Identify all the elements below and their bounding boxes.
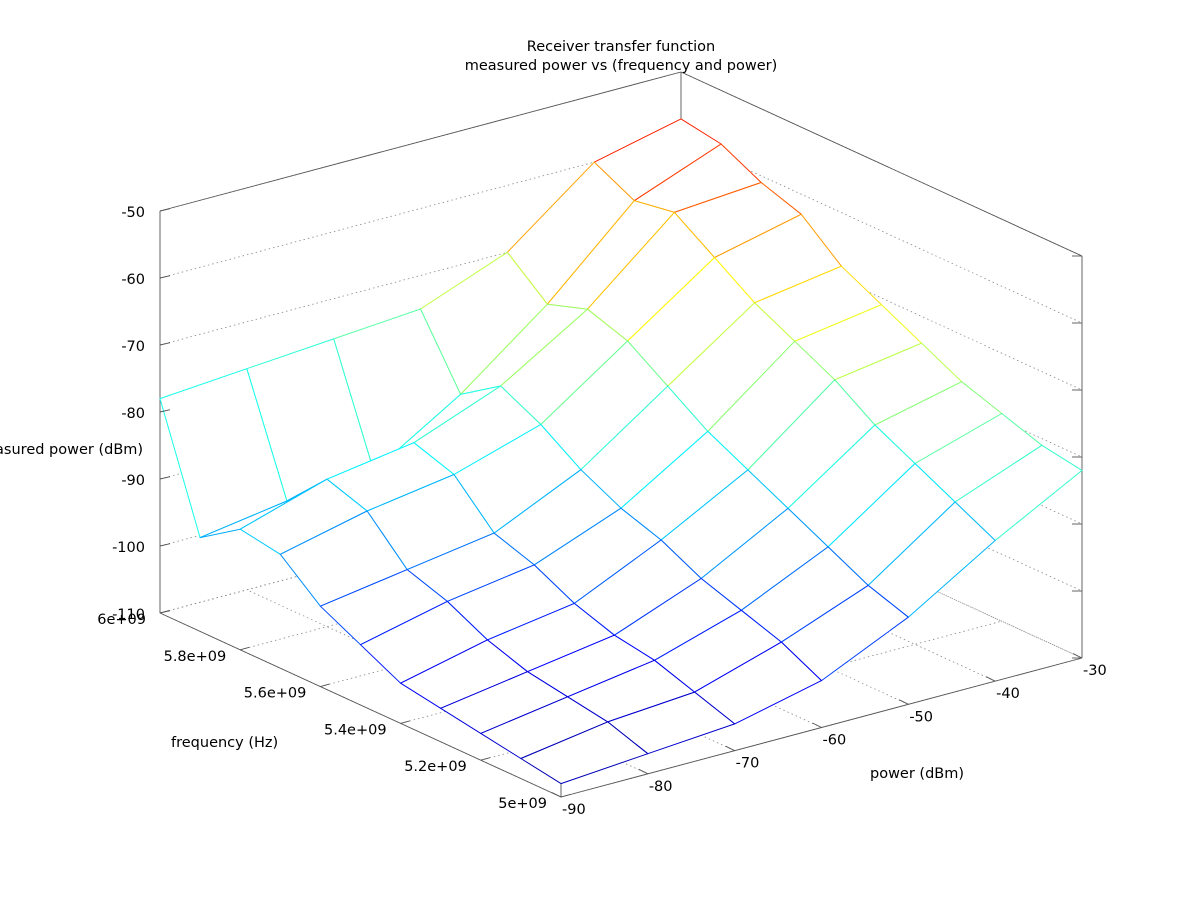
y-tick-label: 5.6e+09	[244, 686, 307, 702]
z-tick-mark	[159, 543, 171, 547]
z-tick-mark	[159, 409, 171, 413]
axis-line	[159, 612, 562, 798]
x-tick-label: -30	[1083, 663, 1107, 679]
y-tick-mark	[159, 610, 170, 614]
wall-grid-line	[159, 473, 1083, 659]
z-tick-label: -100	[112, 540, 145, 556]
x-tick-label: -60	[823, 733, 847, 749]
z-axis-label: measured power (dBm)	[0, 442, 143, 458]
x-tick-label: -90	[562, 802, 586, 818]
x-tick-mark	[551, 792, 562, 798]
y-tick-mark	[400, 720, 410, 724]
chart-title: Receiver transfer function	[527, 39, 715, 55]
z-tick-label: -70	[121, 339, 145, 355]
y-tick-label: 5.4e+09	[324, 722, 387, 738]
z-tick-label: -60	[121, 272, 145, 288]
z-tick-label: -80	[121, 406, 145, 422]
x-tick-mark	[725, 745, 735, 752]
axis-line	[159, 71, 682, 212]
x-tick-label: -40	[996, 686, 1020, 702]
z-tick-mark	[159, 342, 171, 346]
y-tick-mark	[320, 683, 330, 688]
tick-labels: -110 -100 -90 -80 -70 -60 -50 5e+09 5.2e+09 5.4e+…	[97, 205, 1106, 818]
surface-cell	[520, 721, 649, 785]
y-tick-mark	[560, 794, 571, 798]
x-tick-mark	[638, 768, 649, 775]
y-tick-label: 5e+09	[498, 796, 547, 812]
chart-subtitle: measured power vs (frequency and power)	[465, 58, 778, 74]
wall-grid-line	[159, 205, 1083, 391]
y-tick-mark	[240, 646, 250, 651]
z-tick-label: -110	[112, 607, 145, 623]
wall-grid-line	[159, 138, 1083, 324]
x-tick-label: -50	[909, 709, 933, 725]
x-tick-label: -70	[736, 756, 760, 772]
z-tick-mark	[159, 275, 171, 279]
x-axis-label: power (dBm)	[870, 766, 964, 782]
y-tick-label: 5.2e+09	[404, 759, 467, 775]
x-tick-mark	[985, 676, 996, 682]
z-tick-mark	[159, 476, 171, 480]
z-tick-label: -50	[121, 205, 145, 221]
z-tick-label: -90	[121, 473, 145, 489]
y-tick-label: 5.8e+09	[164, 649, 227, 665]
x-tick-mark	[899, 699, 909, 705]
axis-line	[680, 71, 1083, 257]
x-tick-mark	[812, 722, 822, 728]
y-tick-label: 6e+09	[97, 612, 146, 628]
surface-mesh	[159, 118, 1083, 785]
y-tick-mark	[480, 757, 490, 761]
y-axis-label: frequency (Hz)	[171, 735, 278, 751]
x-tick-mark	[1072, 653, 1083, 659]
z-tick-mark	[159, 208, 171, 212]
x-tick-label: -80	[649, 779, 673, 795]
